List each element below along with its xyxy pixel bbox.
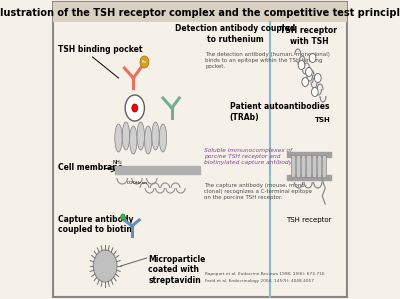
Circle shape (314, 74, 321, 83)
Ellipse shape (144, 126, 152, 154)
Ellipse shape (152, 122, 159, 150)
FancyBboxPatch shape (53, 2, 347, 22)
Circle shape (125, 95, 144, 121)
FancyBboxPatch shape (296, 155, 300, 177)
Ellipse shape (115, 124, 122, 152)
FancyBboxPatch shape (301, 155, 306, 177)
Text: Ru: Ru (142, 60, 147, 64)
Text: Illustration of the TSH receptor complex and the competitive test principle: Illustration of the TSH receptor complex… (0, 8, 400, 18)
Text: Microparticle
coated with
streptavidin: Microparticle coated with streptavidin (148, 255, 206, 285)
Text: TSH binding pocket: TSH binding pocket (58, 45, 142, 54)
FancyBboxPatch shape (306, 155, 311, 177)
Text: Rapoport et al. Endocrine Reviews 1998; 19(6): 673-716: Rapoport et al. Endocrine Reviews 1998; … (205, 272, 325, 276)
FancyBboxPatch shape (322, 155, 326, 177)
Text: The detection antibody (human, monoclonal)
binds to an epitope within the TSH bi: The detection antibody (human, monoclona… (205, 52, 330, 69)
FancyBboxPatch shape (291, 155, 295, 177)
Circle shape (306, 68, 312, 77)
Ellipse shape (137, 122, 144, 150)
Circle shape (140, 56, 149, 68)
FancyBboxPatch shape (317, 155, 321, 177)
Circle shape (132, 104, 138, 112)
Circle shape (312, 88, 318, 97)
Text: TSH: TSH (314, 117, 330, 123)
Ellipse shape (130, 126, 137, 154)
Text: Farid et al. Endocrinology 2004; 145(9): 4048-4057: Farid et al. Endocrinology 2004; 145(9):… (205, 279, 314, 283)
Ellipse shape (122, 122, 130, 150)
Circle shape (93, 250, 117, 282)
Text: COOHᴦᴧᴨ: COOHᴦᴧᴨ (127, 181, 147, 185)
Circle shape (121, 214, 125, 220)
Text: Patient autoantibodies
(TRAb): Patient autoantibodies (TRAb) (230, 102, 329, 122)
Text: Soluble immunocomplexes of
porcine TSH receptor and
biotinylated capture antibod: Soluble immunocomplexes of porcine TSH r… (204, 148, 293, 165)
Text: Capture antibody
coupled to biotin: Capture antibody coupled to biotin (58, 215, 133, 234)
FancyBboxPatch shape (312, 155, 316, 177)
Text: The capture antibody (mouse, mono-
clonal) recognizes a C-terminal epitope
on th: The capture antibody (mouse, mono- clona… (204, 183, 312, 200)
Text: TSH receptor
with TSH: TSH receptor with TSH (280, 26, 338, 46)
Circle shape (302, 77, 308, 86)
Text: NH₂: NH₂ (112, 161, 122, 166)
Text: TSH receptor: TSH receptor (286, 217, 332, 223)
Ellipse shape (159, 124, 167, 152)
FancyBboxPatch shape (53, 2, 347, 297)
Circle shape (298, 60, 305, 69)
Text: Detection antibody coupled
to ruthenium: Detection antibody coupled to ruthenium (176, 24, 296, 44)
Circle shape (309, 54, 316, 62)
Text: Cell membrane: Cell membrane (58, 164, 123, 173)
